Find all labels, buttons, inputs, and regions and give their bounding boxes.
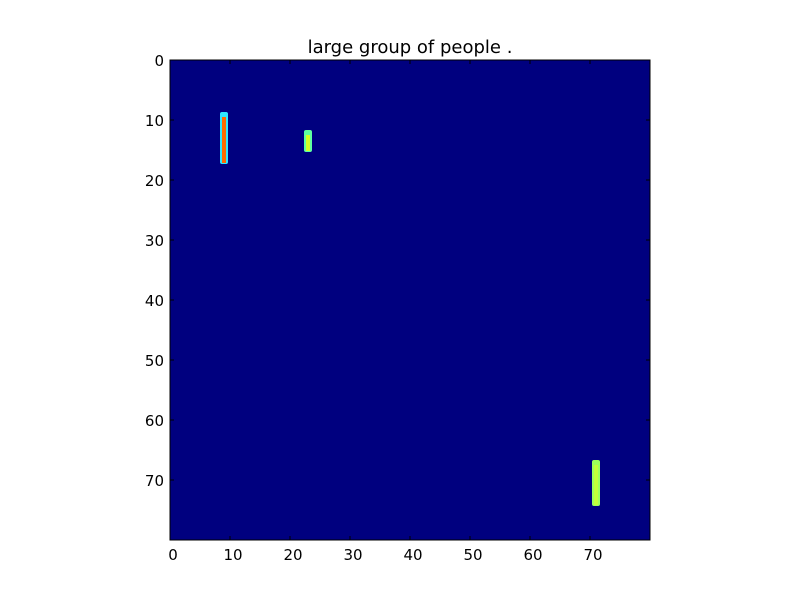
x-tick-label: 30 xyxy=(343,546,362,564)
plot-background xyxy=(170,60,650,540)
chart-title: large group of people . xyxy=(308,37,513,58)
y-tick-label: 30 xyxy=(145,232,164,250)
x-tick-label: 20 xyxy=(283,546,302,564)
y-tick-label: 0 xyxy=(154,52,164,70)
y-tick-label: 20 xyxy=(145,172,164,190)
hotspot-1-core xyxy=(222,117,226,163)
x-tick-label: 10 xyxy=(223,546,242,564)
x-tick-label: 0 xyxy=(168,546,178,564)
hotspot-2-core xyxy=(306,135,310,151)
x-tick-label: 50 xyxy=(463,546,482,564)
y-axis-ticks: 0 10 20 30 40 50 60 70 xyxy=(145,52,650,490)
x-axis-ticks: 0 10 20 30 40 50 60 70 xyxy=(168,60,603,564)
y-tick-label: 10 xyxy=(145,112,164,130)
hotspot-2 xyxy=(304,130,312,152)
x-tick-label: 60 xyxy=(523,546,542,564)
x-tick-label: 40 xyxy=(403,546,422,564)
hotspot-3-core xyxy=(594,465,598,505)
x-tick-label: 70 xyxy=(583,546,602,564)
y-tick-label: 40 xyxy=(145,292,164,310)
y-tick-label: 50 xyxy=(145,352,164,370)
y-tick-label: 70 xyxy=(145,472,164,490)
hotspot-1 xyxy=(220,112,228,164)
hotspot-layer xyxy=(220,112,600,506)
hotspot-3 xyxy=(592,460,600,506)
y-tick-label: 60 xyxy=(145,412,164,430)
